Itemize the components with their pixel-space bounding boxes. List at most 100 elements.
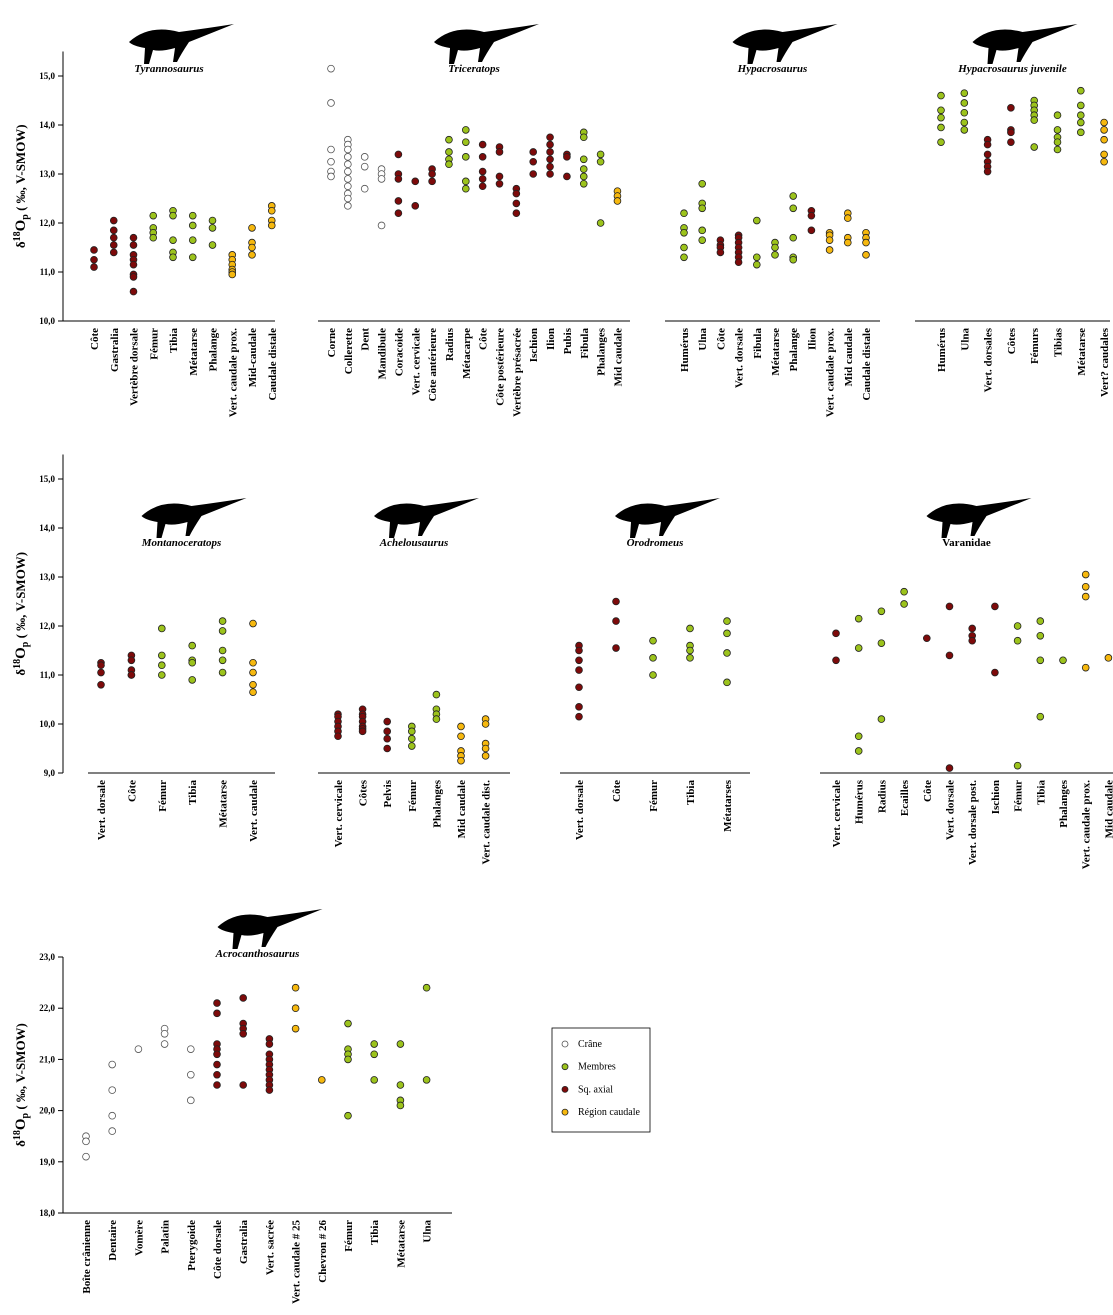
category-label: Vomère xyxy=(133,1220,145,1256)
data-point xyxy=(383,717,392,726)
data-point xyxy=(188,221,197,230)
category-label: Métatarses xyxy=(722,779,734,832)
data-point xyxy=(832,629,840,638)
data-point xyxy=(377,221,386,230)
category-label: Chevron # 26 xyxy=(317,1220,329,1283)
data-point xyxy=(862,238,870,247)
data-point xyxy=(877,639,886,647)
category-label: Côte antérieure xyxy=(427,328,439,402)
category-label: Vert. caudale prox. xyxy=(227,328,239,417)
data-point xyxy=(825,236,834,244)
category-label: Tibia xyxy=(1035,780,1047,805)
category-label: Tibia xyxy=(369,1220,381,1245)
data-point xyxy=(383,734,392,743)
data-point xyxy=(877,715,886,723)
data-point xyxy=(832,656,840,665)
data-point xyxy=(360,184,369,193)
y-label-delta: δ xyxy=(13,1140,28,1147)
data-point xyxy=(680,253,688,262)
data-point xyxy=(723,678,731,687)
category-label: Humérus xyxy=(679,327,691,372)
category-label: Côtes xyxy=(358,779,370,806)
data-point xyxy=(97,661,105,669)
data-point xyxy=(428,177,436,186)
category-label: Côte xyxy=(715,328,727,350)
data-point xyxy=(945,651,954,660)
data-point xyxy=(481,744,490,753)
data-point xyxy=(854,732,863,741)
category-label: Vert. caudale dist. xyxy=(481,780,493,865)
data-point xyxy=(109,241,118,249)
data-point xyxy=(680,209,688,218)
data-point xyxy=(218,656,227,665)
data-point xyxy=(461,126,470,134)
data-point xyxy=(529,157,537,166)
data-point xyxy=(461,177,470,186)
category-label: Côtes xyxy=(1006,327,1018,354)
data-point xyxy=(862,251,870,259)
category-label: Mid caudale xyxy=(456,780,468,838)
data-point xyxy=(109,248,118,257)
data-point xyxy=(983,140,992,149)
data-point xyxy=(579,165,588,173)
category-label: Humérus xyxy=(936,327,948,372)
category-label: Ecailles xyxy=(899,779,911,816)
y-tick-label: 10,0 xyxy=(39,316,55,326)
data-point xyxy=(407,734,416,743)
category-label: Gastralia xyxy=(238,1220,250,1264)
data-point xyxy=(1100,157,1108,166)
data-point xyxy=(937,113,945,122)
data-point xyxy=(686,624,694,633)
data-point xyxy=(327,145,335,154)
data-point xyxy=(546,140,554,149)
data-point xyxy=(267,221,276,230)
data-point xyxy=(218,668,227,677)
data-point xyxy=(613,197,622,205)
data-point xyxy=(734,258,743,267)
y-tick-label: 15,0 xyxy=(39,71,55,81)
data-point xyxy=(432,690,441,699)
data-point xyxy=(723,629,731,638)
data-point xyxy=(327,64,335,73)
data-point xyxy=(575,712,583,721)
data-point xyxy=(218,627,227,635)
data-point xyxy=(1077,101,1085,110)
y-axis-label: δ18Op ( ‰, V-SMOW) xyxy=(12,552,31,676)
category-label: Vert. caudale # 25 xyxy=(291,1220,303,1304)
data-point xyxy=(249,680,257,689)
data-point xyxy=(187,1070,195,1079)
category-label: Fibula xyxy=(752,328,764,359)
chart-title: Achelousaurus xyxy=(379,537,448,549)
y-tick-label: 21,0 xyxy=(39,1054,55,1064)
data-point xyxy=(575,683,583,692)
chart-title: Triceratops xyxy=(448,63,500,75)
y-label-sup: 18 xyxy=(12,659,23,669)
y-axis-label: δ18Op ( ‰, V-SMOW) xyxy=(12,124,31,248)
category-label: Dent xyxy=(360,328,372,351)
data-point xyxy=(680,229,688,237)
data-point xyxy=(249,668,257,677)
data-point xyxy=(495,148,504,156)
data-point xyxy=(291,983,300,992)
data-point xyxy=(327,99,335,107)
data-point xyxy=(344,160,352,169)
data-point xyxy=(1059,656,1067,665)
data-point xyxy=(187,1045,195,1053)
data-point xyxy=(396,1101,405,1110)
data-point xyxy=(411,177,420,186)
data-point xyxy=(327,157,335,166)
data-point xyxy=(129,287,138,296)
data-point xyxy=(686,654,694,662)
data-point xyxy=(213,1081,221,1089)
data-point xyxy=(213,1009,221,1018)
y-tick-label: 14,0 xyxy=(39,120,55,130)
data-point xyxy=(90,255,98,264)
category-label: Boîte crânienne xyxy=(81,1220,93,1294)
data-point xyxy=(370,1040,379,1048)
data-point xyxy=(158,671,166,679)
data-point xyxy=(213,1070,221,1079)
y-tick-label: 10,0 xyxy=(39,719,55,729)
data-point xyxy=(461,184,470,193)
data-point xyxy=(1013,761,1022,770)
data-point xyxy=(478,140,487,149)
